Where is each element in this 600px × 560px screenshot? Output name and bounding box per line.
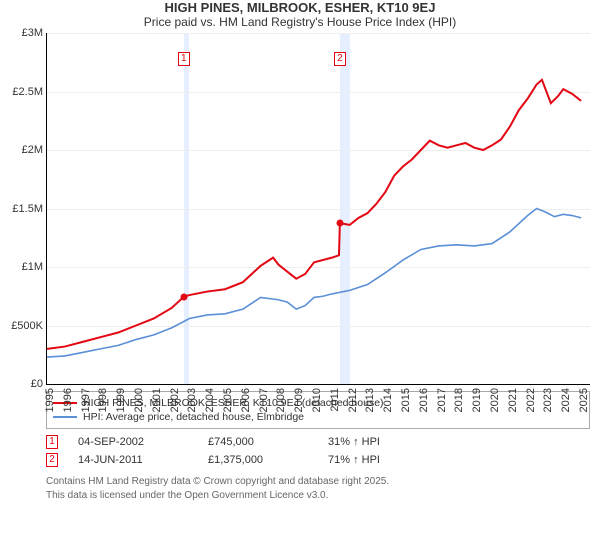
event-number: 1 — [46, 435, 58, 449]
x-axis-label: 2006 — [240, 388, 252, 412]
event-marker: 1 — [178, 52, 190, 66]
x-axis-label: 2008 — [275, 388, 287, 412]
event-row: 1 04-SEP-2002 £745,000 31% ↑ HPI — [46, 433, 590, 451]
chart-plot-area: £0£500K£1M£1.5M£2M£2.5M£3M19951996199719… — [46, 33, 590, 385]
y-axis-label: £2.5M — [12, 86, 43, 98]
x-axis-label: 2015 — [400, 388, 412, 412]
x-axis-label: 2018 — [453, 388, 465, 412]
x-axis-label: 2010 — [311, 388, 323, 412]
x-axis-label: 2005 — [222, 388, 234, 412]
event-price: £745,000 — [208, 436, 308, 448]
event-dot — [336, 220, 343, 227]
y-axis-label: £1.5M — [12, 203, 43, 215]
x-axis-label: 2021 — [507, 388, 519, 412]
legend-label: HPI: Average price, detached house, Elmb… — [83, 411, 304, 423]
series-line — [47, 80, 581, 349]
events-table: 1 04-SEP-2002 £745,000 31% ↑ HPI 2 14-JUN-201… — [46, 433, 590, 469]
x-axis-label: 2013 — [364, 388, 376, 412]
x-axis-label: 2014 — [382, 388, 394, 412]
x-axis-label: 2025 — [578, 388, 590, 412]
event-row: 2 14-JUN-2011 £1,375,000 71% ↑ HPI — [46, 451, 590, 469]
event-number: 2 — [46, 453, 58, 467]
event-price: £1,375,000 — [208, 454, 308, 466]
event-delta: 31% ↑ HPI — [328, 436, 380, 448]
x-axis-label: 2024 — [560, 388, 572, 412]
event-date: 14-JUN-2011 — [78, 454, 188, 466]
x-axis-label: 2009 — [293, 388, 305, 412]
x-axis-label: 2023 — [542, 388, 554, 412]
x-axis-label: 1996 — [62, 388, 74, 412]
copyright-line1: Contains HM Land Registry data © Crown c… — [46, 475, 590, 489]
event-dot — [180, 293, 187, 300]
x-axis-label: 1999 — [115, 388, 127, 412]
x-axis-label: 2019 — [471, 388, 483, 412]
event-date: 04-SEP-2002 — [78, 436, 188, 448]
y-axis-label: £0 — [31, 378, 43, 390]
legend-swatch — [53, 416, 77, 418]
series-line — [47, 209, 581, 358]
x-axis-label: 2012 — [347, 388, 359, 412]
x-axis-label: 2000 — [133, 388, 145, 412]
x-axis-label: 2022 — [525, 388, 537, 412]
x-axis-label: 2007 — [258, 388, 270, 412]
x-axis-label: 1995 — [44, 388, 56, 412]
x-axis-label: 2017 — [436, 388, 448, 412]
event-marker: 2 — [334, 52, 346, 66]
copyright-line2: This data is licensed under the Open Gov… — [46, 489, 590, 503]
x-axis-label: 1997 — [80, 388, 92, 412]
x-axis-label: 2002 — [169, 388, 181, 412]
x-axis-label: 2004 — [204, 388, 216, 412]
x-axis-label: 1998 — [97, 388, 109, 412]
y-axis-label: £2M — [22, 144, 43, 156]
x-axis-label: 2003 — [186, 388, 198, 412]
x-axis-label: 2020 — [489, 388, 501, 412]
chart-subtitle: Price paid vs. HM Land Registry's House … — [0, 15, 600, 29]
event-delta: 71% ↑ HPI — [328, 454, 380, 466]
copyright: Contains HM Land Registry data © Crown c… — [46, 475, 590, 502]
chart-title: HIGH PINES, MILBROOK, ESHER, KT10 9EJ — [0, 0, 600, 15]
x-axis-label: 2011 — [329, 388, 341, 412]
y-axis-label: £3M — [22, 27, 43, 39]
y-axis-label: £1M — [22, 261, 43, 273]
y-axis-label: £500K — [11, 320, 43, 332]
x-axis-label: 2016 — [418, 388, 430, 412]
chart-lines — [47, 33, 590, 384]
x-axis-label: 2001 — [151, 388, 163, 412]
